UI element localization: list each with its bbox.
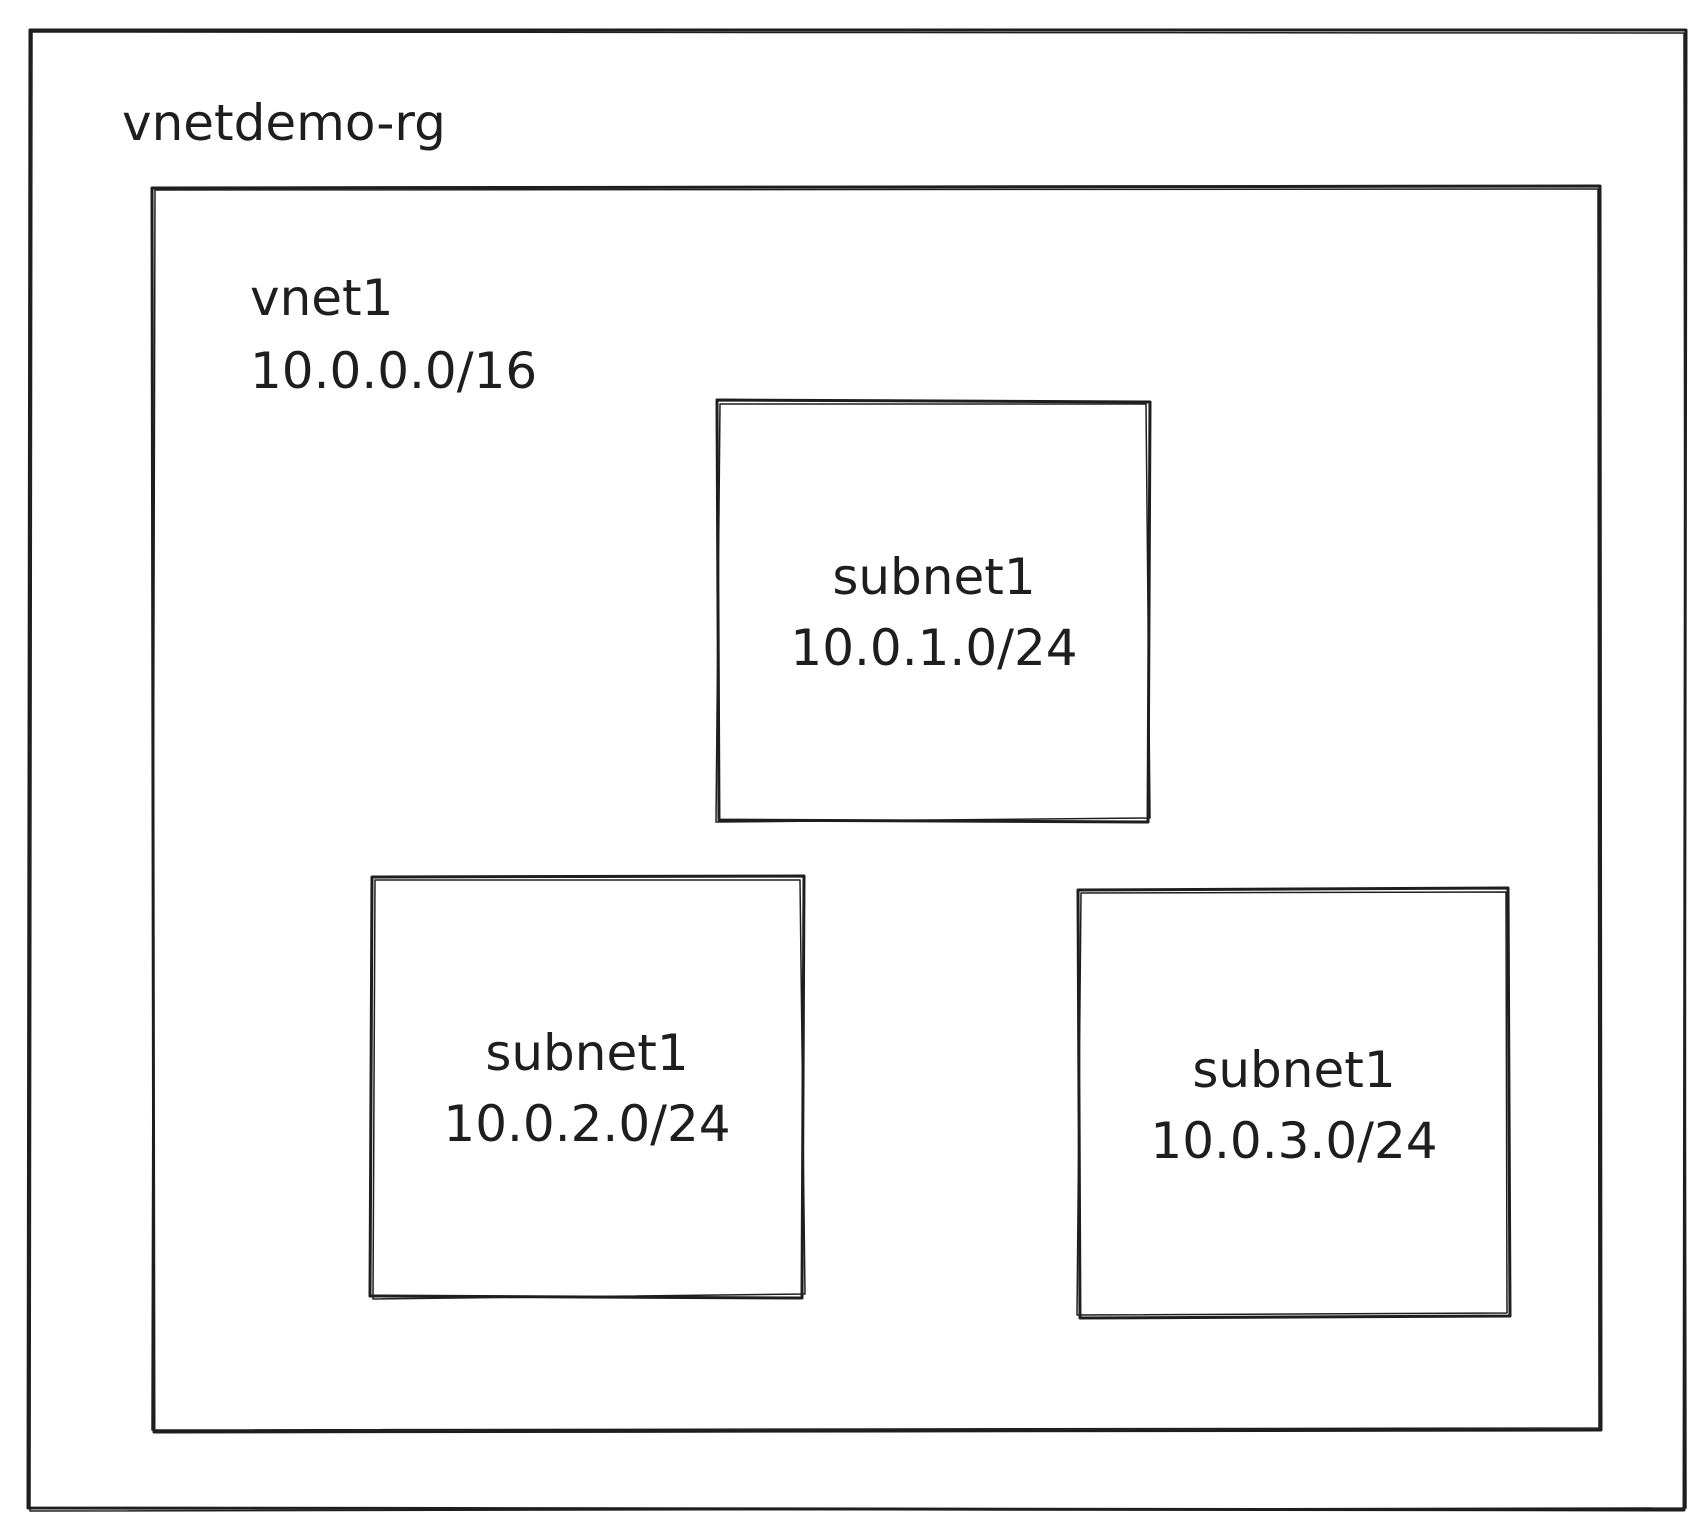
subnet-name: subnet1 (485, 1024, 688, 1082)
subnet-box-3: subnet1 10.0.3.0/24 (1076, 886, 1512, 1320)
vnet-cidr: 10.0.0.0/16 (250, 342, 537, 400)
resource-group-box: vnetdemo-rg (26, 28, 1688, 1512)
subnet-box-2: subnet1 10.0.2.0/24 (368, 874, 806, 1300)
vnet-box: vnet1 10.0.0.0/16 (150, 184, 1603, 1434)
subnet-box-1: subnet1 10.0.1.0/24 (715, 398, 1152, 824)
subnet-cidr: 10.0.3.0/24 (1150, 1112, 1437, 1170)
subnet-name: subnet1 (832, 548, 1035, 606)
subnet-name: subnet1 (1192, 1041, 1395, 1099)
resource-group-label: vnetdemo-rg (122, 94, 446, 152)
subnet-cidr: 10.0.2.0/24 (443, 1095, 730, 1153)
subnet-cidr: 10.0.1.0/24 (790, 619, 1077, 677)
vnet-name: vnet1 (250, 269, 393, 327)
